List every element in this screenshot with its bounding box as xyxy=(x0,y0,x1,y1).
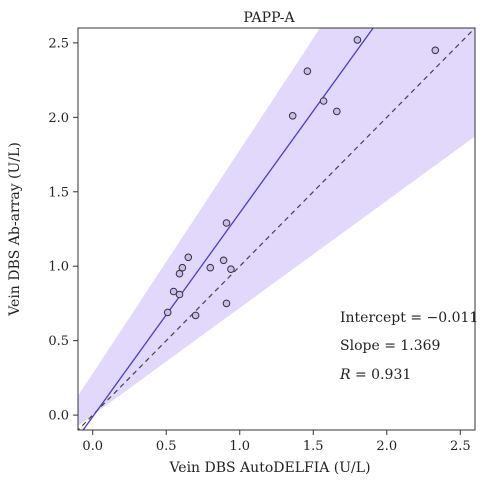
data-point xyxy=(288,112,297,120)
y-tick-label: 1.5 xyxy=(48,185,69,200)
x-tick-label: 1.0 xyxy=(229,439,250,454)
x-tick-label: 0.0 xyxy=(82,439,103,454)
x-axis: 0.0 0.5 1.0 1.5 2.0 2.5 xyxy=(82,430,471,454)
chart-title: PAPP-A xyxy=(243,10,295,26)
data-point xyxy=(431,46,440,55)
data-point xyxy=(191,311,200,320)
y-tick-label: 0.5 xyxy=(48,334,69,349)
regression-line xyxy=(82,28,374,430)
data-point xyxy=(175,269,184,278)
data-point xyxy=(222,299,231,308)
intercept-annotation: Intercept = −0.011 xyxy=(340,310,478,326)
confidence-band xyxy=(78,28,475,426)
plot-frame xyxy=(77,27,476,431)
y-axis: 0.0 0.5 1.0 1.5 2.0 2.5 xyxy=(48,36,78,424)
data-point xyxy=(206,263,215,272)
x-tick-label: 2.5 xyxy=(450,439,471,454)
y-tick-label: 1.0 xyxy=(48,260,69,275)
r-symbol: R xyxy=(339,367,351,383)
r-value: = 0.931 xyxy=(351,367,412,383)
y-axis-title: Vein DBS Ab-array (U/L) xyxy=(7,142,23,317)
data-point xyxy=(184,253,193,262)
x-axis-title: Vein DBS AutoDELFIA (U/L) xyxy=(168,460,370,476)
x-tick-label: 0.5 xyxy=(156,439,177,454)
plot-area xyxy=(78,28,475,430)
data-point xyxy=(169,287,178,296)
data-point xyxy=(175,290,184,299)
data-point xyxy=(219,256,228,265)
slope-annotation: Slope = 1.369 xyxy=(340,338,440,354)
y-tick-label: 2.0 xyxy=(48,111,69,126)
data-point xyxy=(163,308,172,317)
x-tick-label: 1.5 xyxy=(303,439,324,454)
data-point xyxy=(319,97,328,105)
y-tick-label: 2.5 xyxy=(48,36,69,51)
data-point xyxy=(353,36,362,44)
x-tick-label: 2.0 xyxy=(376,439,397,454)
r-annotation: R = 0.931 xyxy=(339,367,411,383)
data-point xyxy=(227,265,235,274)
data-point xyxy=(303,67,312,75)
data-point xyxy=(333,107,341,116)
data-points xyxy=(163,36,440,320)
identity-line xyxy=(78,28,475,430)
data-point xyxy=(178,263,187,272)
data-point xyxy=(222,219,231,227)
y-tick-label: 0.0 xyxy=(48,409,69,424)
